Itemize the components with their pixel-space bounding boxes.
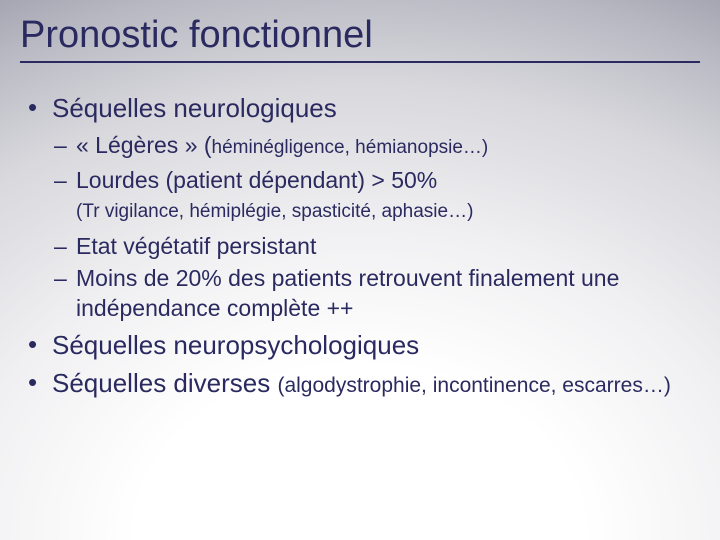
bullet-text: Séquelles neurologiques: [52, 93, 337, 123]
list-item: « Légères » (héminégligence, hémianopsie…: [52, 130, 700, 163]
sub-list: « Légères » (héminégligence, hémianopsie…: [52, 130, 700, 323]
list-item: Lourdes (patient dépendant) > 50%: [52, 165, 700, 195]
title-underline: [20, 61, 700, 63]
list-item-note: (Tr vigilance, hémiplégie, spasticité, a…: [52, 199, 700, 225]
text-run: Séquelles diverses: [52, 368, 277, 398]
bullet-text: Séquelles neuropsychologiques: [52, 330, 419, 360]
title-block: Pronostic fonctionnel: [20, 14, 700, 63]
content-area: Séquelles neurologiques « Légères » (hém…: [20, 92, 700, 408]
paren-text: (algodystrophie, incontinence, escarres……: [277, 374, 670, 397]
list-item: Séquelles neurologiques « Légères » (hém…: [20, 92, 700, 323]
bullet-text: Lourdes (patient dépendant) > 50%: [76, 167, 437, 193]
paren-text: héminégligence, hémianopsie…): [212, 137, 489, 158]
bullet-text: « Légères » (héminégligence, hémianopsie…: [76, 132, 488, 158]
text-run: « Légères » (: [76, 132, 212, 158]
list-item: Moins de 20% des patients retrouvent fin…: [52, 263, 700, 323]
list-item: Séquelles neuropsychologiques: [20, 329, 700, 361]
bullet-text: Moins de 20% des patients retrouvent fin…: [76, 265, 619, 321]
slide-title: Pronostic fonctionnel: [20, 14, 700, 61]
note-text: (Tr vigilance, hémiplégie, spasticité, a…: [76, 199, 700, 225]
bullet-text: Etat végétatif persistant: [76, 233, 316, 259]
bullet-list: Séquelles neurologiques « Légères » (hém…: [20, 92, 700, 402]
list-item: Séquelles diverses (algodystrophie, inco…: [20, 367, 700, 402]
list-item: Etat végétatif persistant: [52, 231, 700, 261]
bullet-text: Séquelles diverses (algodystrophie, inco…: [52, 368, 671, 398]
